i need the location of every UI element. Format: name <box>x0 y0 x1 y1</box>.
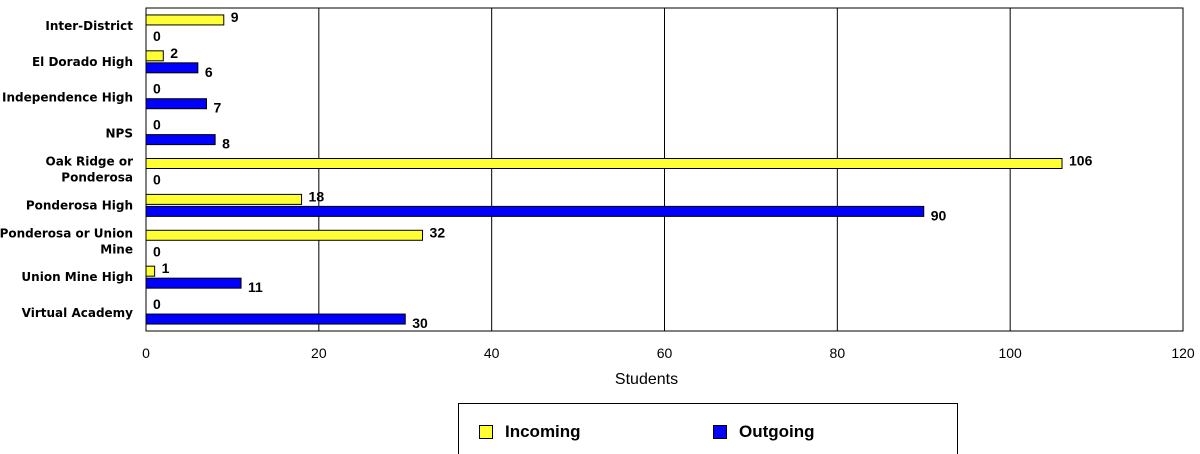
data-label-outgoing: 8 <box>222 136 230 152</box>
bar-incoming <box>145 14 225 26</box>
data-label-incoming: 0 <box>153 117 161 133</box>
bar-outgoing <box>145 98 207 110</box>
data-label-outgoing: 30 <box>412 315 428 331</box>
data-label-outgoing: 0 <box>153 243 161 259</box>
bar-outgoing <box>145 62 199 74</box>
x-tick-label: 0 <box>142 345 150 361</box>
data-label-outgoing: 11 <box>248 279 263 295</box>
x-tick-label: 40 <box>484 345 500 361</box>
bar-outgoing <box>145 205 925 217</box>
data-label-incoming: 106 <box>1069 153 1093 169</box>
x-tick-label: 120 <box>1171 345 1195 361</box>
data-label-incoming: 1 <box>162 260 170 276</box>
category-label: El Dorado High <box>32 55 133 69</box>
category-label: Ponderosa or Union Mine <box>0 226 133 256</box>
data-label-outgoing: 90 <box>931 207 947 223</box>
legend-label-incoming: Incoming <box>505 422 581 441</box>
data-label-incoming: 18 <box>309 188 325 204</box>
data-label-outgoing: 6 <box>205 64 213 80</box>
legend-item-incoming: Incoming <box>479 422 581 442</box>
data-label-incoming: 0 <box>153 296 161 312</box>
data-label-outgoing: 7 <box>213 100 221 116</box>
data-label-incoming: 32 <box>430 224 446 240</box>
x-tick-label: 80 <box>830 345 846 361</box>
data-label-outgoing: 0 <box>153 28 161 44</box>
chart-legend: Incoming Outgoing <box>458 403 958 454</box>
category-label: NPS <box>106 127 133 141</box>
bar-incoming <box>145 50 164 62</box>
data-label-incoming: 2 <box>170 45 178 61</box>
bar-incoming <box>145 229 424 241</box>
category-label: Union Mine High <box>21 270 133 284</box>
x-tick-label: 20 <box>311 345 327 361</box>
bar-outgoing <box>145 134 216 146</box>
data-label-incoming: 0 <box>153 81 161 97</box>
data-label-outgoing: 0 <box>153 172 161 188</box>
x-axis-title: Students <box>615 371 678 388</box>
category-label: Ponderosa High <box>26 198 133 212</box>
category-label: Oak Ridge or Ponderosa <box>46 155 134 185</box>
bar-incoming <box>145 193 303 205</box>
legend-swatch-incoming <box>479 425 493 439</box>
bar-incoming <box>145 158 1063 169</box>
legend-label-outgoing: Outgoing <box>739 422 815 441</box>
legend-item-outgoing: Outgoing <box>713 422 815 442</box>
x-tick-label: 60 <box>657 345 673 361</box>
category-label: Inter-District <box>45 19 133 33</box>
category-label: Virtual Academy <box>22 306 134 320</box>
data-label-incoming: 9 <box>231 9 239 25</box>
bar-incoming <box>145 265 156 277</box>
x-tick-label: 100 <box>998 345 1022 361</box>
bar-outgoing <box>145 313 406 325</box>
bar-outgoing <box>145 277 242 289</box>
legend-swatch-outgoing <box>713 425 727 439</box>
category-label: Independence High <box>2 91 133 105</box>
bar-chart: 0 20 40 60 80 100 120StudentsInter-District90E… <box>0 7 1195 388</box>
